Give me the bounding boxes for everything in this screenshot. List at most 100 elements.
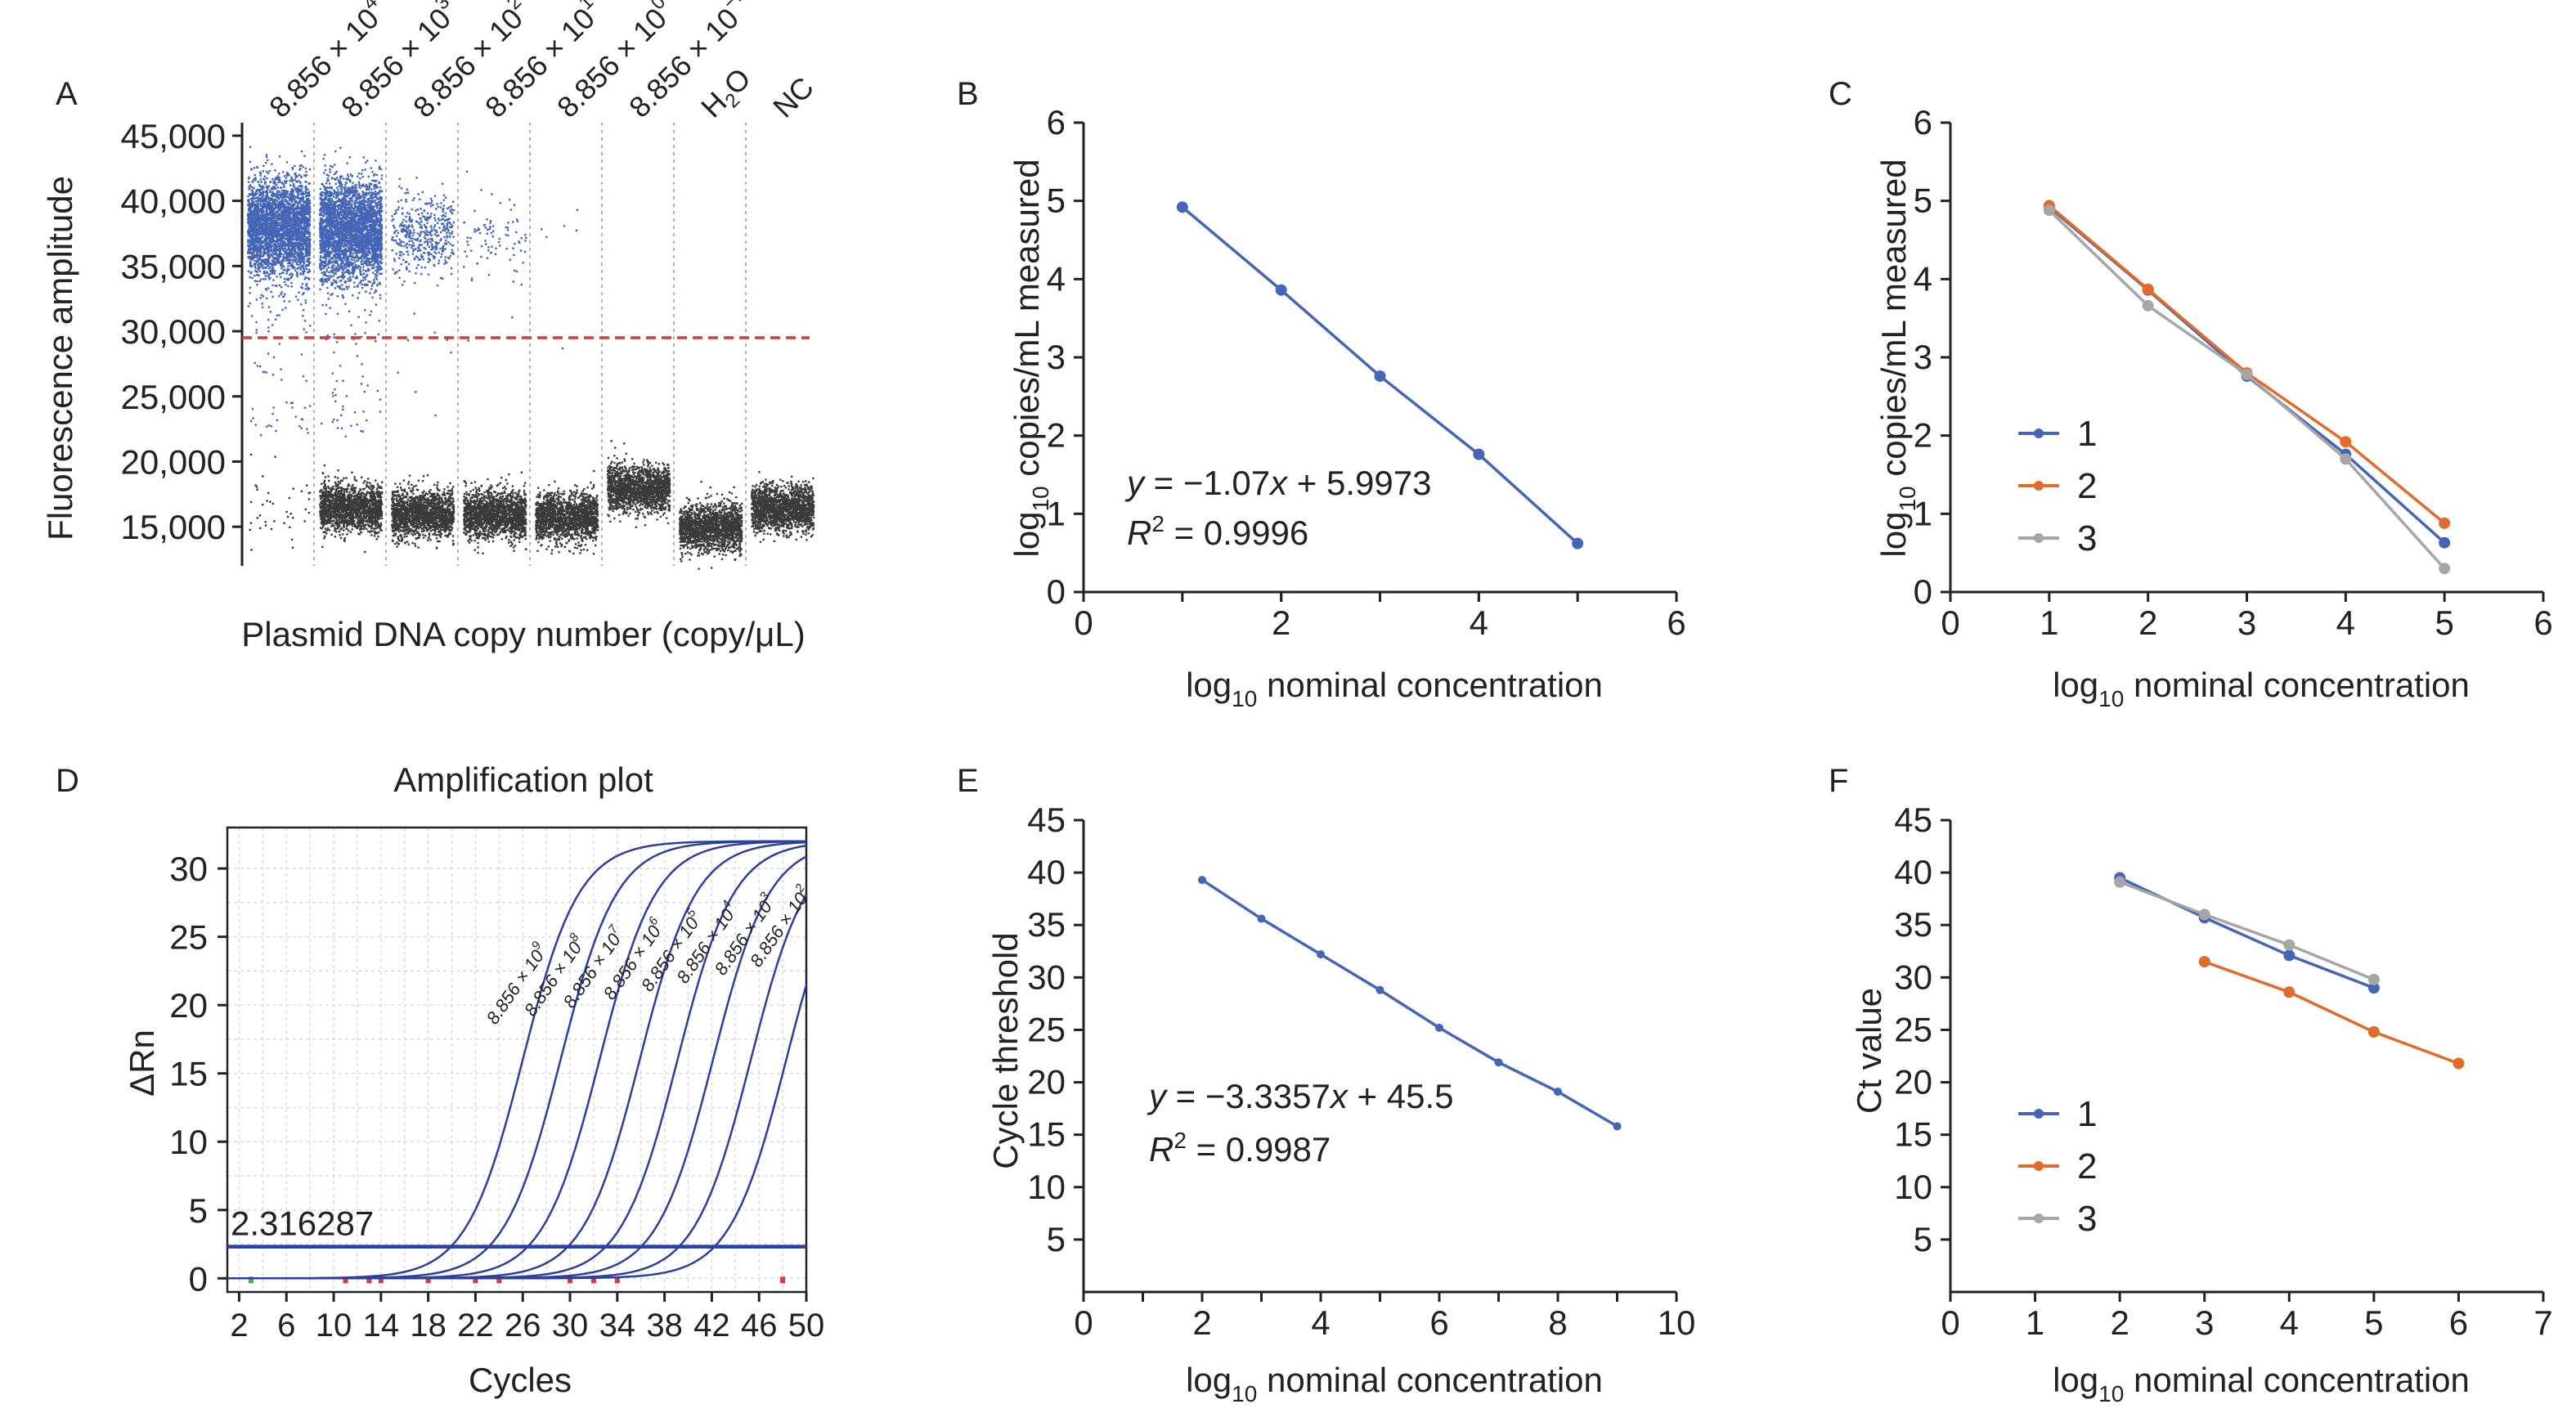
positive-droplet [258, 227, 261, 229]
positive-droplet [251, 190, 254, 193]
positive-droplet [273, 218, 276, 220]
positive-droplet [295, 196, 298, 199]
positive-droplet [265, 155, 268, 159]
positive-droplet [269, 276, 272, 279]
negative-droplet [364, 480, 366, 482]
negative-droplet [292, 487, 294, 490]
positive-droplet [308, 238, 312, 241]
positive-droplet [294, 174, 297, 177]
negative-droplet [334, 522, 336, 524]
positive-droplet [281, 249, 285, 251]
positive-droplet [290, 248, 293, 250]
positive-droplet [264, 195, 267, 197]
positive-droplet [307, 231, 311, 234]
positive-droplet [281, 308, 284, 312]
positive-droplet [253, 213, 256, 215]
positive-droplet [253, 209, 256, 212]
positive-droplet [265, 214, 268, 218]
positive-droplet [252, 255, 254, 258]
positive-droplet [301, 217, 303, 219]
negative-droplet [347, 520, 349, 523]
negative-droplet [337, 480, 339, 483]
positive-droplet [266, 219, 268, 222]
negative-droplet [352, 519, 355, 523]
positive-droplet [257, 206, 260, 209]
positive-droplet [253, 217, 255, 220]
positive-droplet [267, 222, 270, 225]
positive-droplet [259, 172, 263, 175]
positive-droplet [267, 318, 270, 321]
positive-droplet [307, 264, 310, 267]
positive-droplet [256, 206, 258, 209]
positive-droplet [308, 208, 311, 211]
positive-droplet [296, 232, 298, 235]
positive-droplet [272, 244, 274, 247]
negative-droplet [338, 490, 340, 492]
positive-droplet [276, 190, 279, 192]
positive-droplet [271, 255, 274, 258]
positive-droplet [303, 227, 307, 231]
positive-droplet [251, 181, 254, 183]
positive-droplet [297, 223, 299, 226]
positive-droplet [284, 247, 287, 249]
positive-droplet [274, 261, 276, 263]
positive-droplet [263, 218, 267, 221]
negative-droplet [288, 496, 291, 500]
positive-droplet [263, 238, 266, 240]
positive-droplet [308, 261, 312, 264]
positive-droplet [285, 227, 288, 229]
negative-droplet [361, 509, 365, 512]
negative-droplet [348, 515, 352, 518]
negative-droplet [342, 515, 344, 518]
positive-droplet [299, 199, 303, 202]
positive-droplet [303, 406, 307, 409]
positive-droplet [279, 242, 281, 245]
positive-droplet [264, 202, 267, 205]
positive-droplet [303, 247, 305, 249]
positive-droplet [286, 258, 289, 262]
positive-droplet [297, 298, 299, 301]
negative-droplet [370, 485, 373, 488]
negative-droplet [328, 519, 331, 523]
positive-droplet [261, 226, 264, 228]
positive-droplet [305, 185, 307, 188]
positive-droplet [272, 295, 274, 298]
positive-droplet [300, 230, 303, 233]
positive-droplet [292, 197, 294, 200]
positive-droplet [302, 165, 304, 168]
positive-droplet [278, 251, 281, 253]
positive-droplet [262, 295, 265, 298]
negative-droplet [371, 505, 374, 507]
positive-droplet [282, 236, 285, 239]
positive-droplet [293, 203, 296, 205]
negative-droplet [376, 509, 379, 512]
positive-droplet [289, 272, 293, 275]
positive-droplet [266, 221, 269, 224]
positive-droplet [280, 368, 282, 370]
positive-droplet [259, 252, 263, 255]
positive-droplet [251, 204, 254, 206]
positive-droplet [288, 231, 291, 233]
positive-droplet [278, 244, 280, 248]
positive-droplet [303, 226, 306, 229]
positive-droplet [267, 424, 271, 427]
positive-droplet [301, 260, 303, 263]
positive-droplet [290, 262, 293, 265]
positive-droplet [255, 189, 258, 192]
positive-droplet [306, 249, 308, 251]
positive-droplet [307, 287, 311, 290]
positive-droplet [261, 192, 263, 195]
positive-droplet [261, 209, 263, 213]
negative-droplet [361, 520, 365, 523]
positive-droplet [267, 185, 271, 188]
positive-droplet [254, 262, 257, 265]
negative-droplet [289, 526, 291, 528]
positive-droplet [290, 178, 293, 182]
negative-droplet [325, 505, 328, 508]
positive-droplet [257, 260, 259, 262]
positive-droplet [280, 234, 283, 237]
negative-droplet [357, 519, 360, 522]
negative-droplet [339, 527, 342, 531]
positive-droplet [288, 300, 291, 303]
positive-droplet [301, 287, 303, 289]
